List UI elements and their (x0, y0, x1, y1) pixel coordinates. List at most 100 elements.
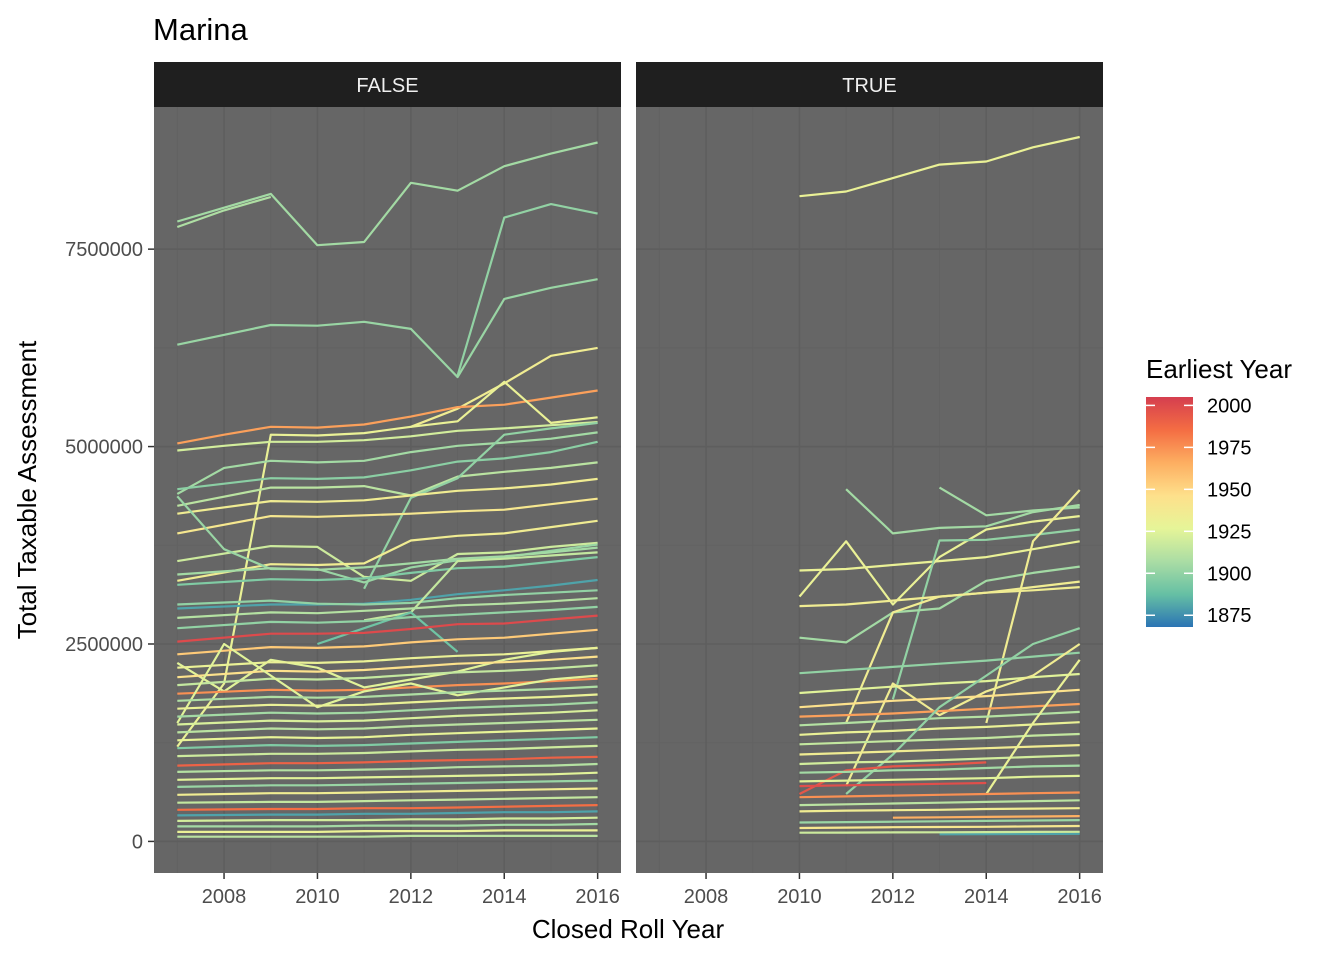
series-line-33 (177, 685, 598, 702)
series-line-28 (177, 646, 598, 669)
x-tick-label: 2010 (295, 886, 340, 908)
series-line-37 (177, 718, 598, 734)
x-tick-label: 2016 (575, 886, 620, 908)
colorbar-tick-label: 1925 (1207, 521, 1252, 543)
x-tick-label: 2010 (777, 886, 822, 908)
series-line-15 (799, 710, 1080, 727)
colorbar-legend: Earliest Year 2000 1975 1950 1925 1900 1875 (1146, 354, 1292, 627)
series-line-15 (177, 519, 598, 582)
series-line-50 (177, 822, 598, 828)
x-tick-label: 2012 (389, 886, 434, 908)
series-line-19 (799, 744, 1080, 756)
series-line-26 (177, 628, 598, 656)
x-tick-label: 2012 (871, 886, 916, 908)
series-line-4 (798, 515, 1080, 606)
series-line-35 (177, 701, 598, 718)
series-line-38 (177, 727, 598, 742)
series-line-32 (176, 642, 598, 724)
series-line-7 (177, 421, 598, 452)
series-line-2 (938, 486, 1080, 517)
series-line-22 (317, 611, 459, 653)
series-line-43 (177, 771, 598, 781)
series-line-32 (939, 832, 1080, 836)
series-line-51 (177, 829, 598, 834)
series-line-20 (799, 761, 987, 795)
colorbar (1146, 397, 1193, 627)
series-line-21 (363, 551, 598, 622)
facet-panels: FALSE 2008 2010 2012 2014 2016 0 2500000 5000000… (65, 62, 1103, 908)
series-line-5 (891, 528, 1080, 700)
series-line-41 (177, 755, 598, 767)
series-line-14 (177, 541, 598, 582)
y-tick-label: 2500000 (65, 634, 143, 656)
series-line-21 (799, 754, 1080, 766)
series-line-28 (799, 807, 1080, 813)
series-line-2 (456, 203, 598, 376)
series-line-36 (177, 709, 598, 726)
series-line-22 (799, 764, 1080, 774)
series-line-29 (177, 655, 598, 679)
series-line-11 (799, 672, 1080, 695)
facet-strip (636, 62, 1103, 107)
series-line-42 (177, 762, 598, 773)
chart-title: Marina (153, 12, 249, 47)
facet-panel-true: TRUE 2008 2010 2012 2014 2016 (636, 62, 1103, 908)
series-line-27 (799, 799, 1080, 807)
y-tick-label: 7500000 (65, 239, 143, 261)
series-line-40 (177, 744, 598, 758)
series-lines (798, 135, 1081, 836)
series-line-24 (177, 605, 598, 630)
series-line-4 (410, 346, 598, 428)
series-line-26 (799, 791, 1080, 799)
series-line-23 (177, 597, 598, 619)
series-line-7 (799, 565, 1080, 644)
series-line-31 (799, 824, 1080, 830)
series-line-20 (177, 589, 598, 606)
series-lines (176, 141, 598, 838)
series-line-19 (177, 578, 598, 610)
series-line-29 (892, 815, 1080, 819)
series-line-12 (177, 477, 598, 515)
colorbar-tick-label: 1950 (1207, 479, 1252, 501)
series-line-13 (799, 688, 1080, 709)
series-line-13 (177, 497, 598, 535)
series-line-18 (177, 556, 598, 586)
series-line-3 (799, 540, 1080, 572)
series-line-14 (799, 702, 1080, 718)
series-line-39 (177, 736, 598, 750)
colorbar-tick-label: 1975 (1207, 437, 1252, 459)
series-line-1 (176, 195, 272, 229)
series-line-30 (177, 664, 598, 687)
facet-strip-label: FALSE (356, 75, 418, 97)
x-tick-label: 2016 (1057, 886, 1102, 908)
colorbar-tick-label: 1875 (1207, 605, 1252, 627)
colorbar-tick-label: 2000 (1207, 395, 1252, 417)
series-line-33 (799, 830, 1080, 834)
facet-strip-label: TRUE (842, 75, 896, 97)
series-line-8 (845, 586, 1080, 724)
series-line-27 (176, 646, 598, 693)
series-line-10 (799, 651, 1080, 675)
series-line-25 (177, 614, 598, 643)
series-line-8 (176, 431, 598, 495)
facet-panel-false: FALSE 2008 2010 2012 2014 2016 0 2500000 5000000… (65, 62, 621, 908)
x-tick-label: 2014 (964, 886, 1009, 908)
series-line-49 (177, 816, 598, 822)
y-tick-label: 0 (132, 831, 143, 853)
y-tick-label: 5000000 (65, 437, 143, 459)
series-line-30 (799, 819, 1080, 824)
colorbar-tick-label: 1900 (1207, 563, 1252, 585)
series-line-17 (177, 546, 598, 576)
x-tick-label: 2008 (684, 886, 729, 908)
series-line-3 (177, 278, 598, 379)
series-line-9 (985, 489, 1081, 724)
y-axis-label: Total Taxable Assessment (12, 340, 42, 639)
series-line-47 (177, 804, 598, 811)
series-line-0 (176, 141, 598, 247)
series-line-18 (799, 732, 1080, 746)
x-tick-label: 2008 (202, 886, 247, 908)
series-line-25 (799, 774, 1080, 783)
panel-background (636, 107, 1103, 873)
legend-title: Earliest Year (1146, 354, 1292, 384)
